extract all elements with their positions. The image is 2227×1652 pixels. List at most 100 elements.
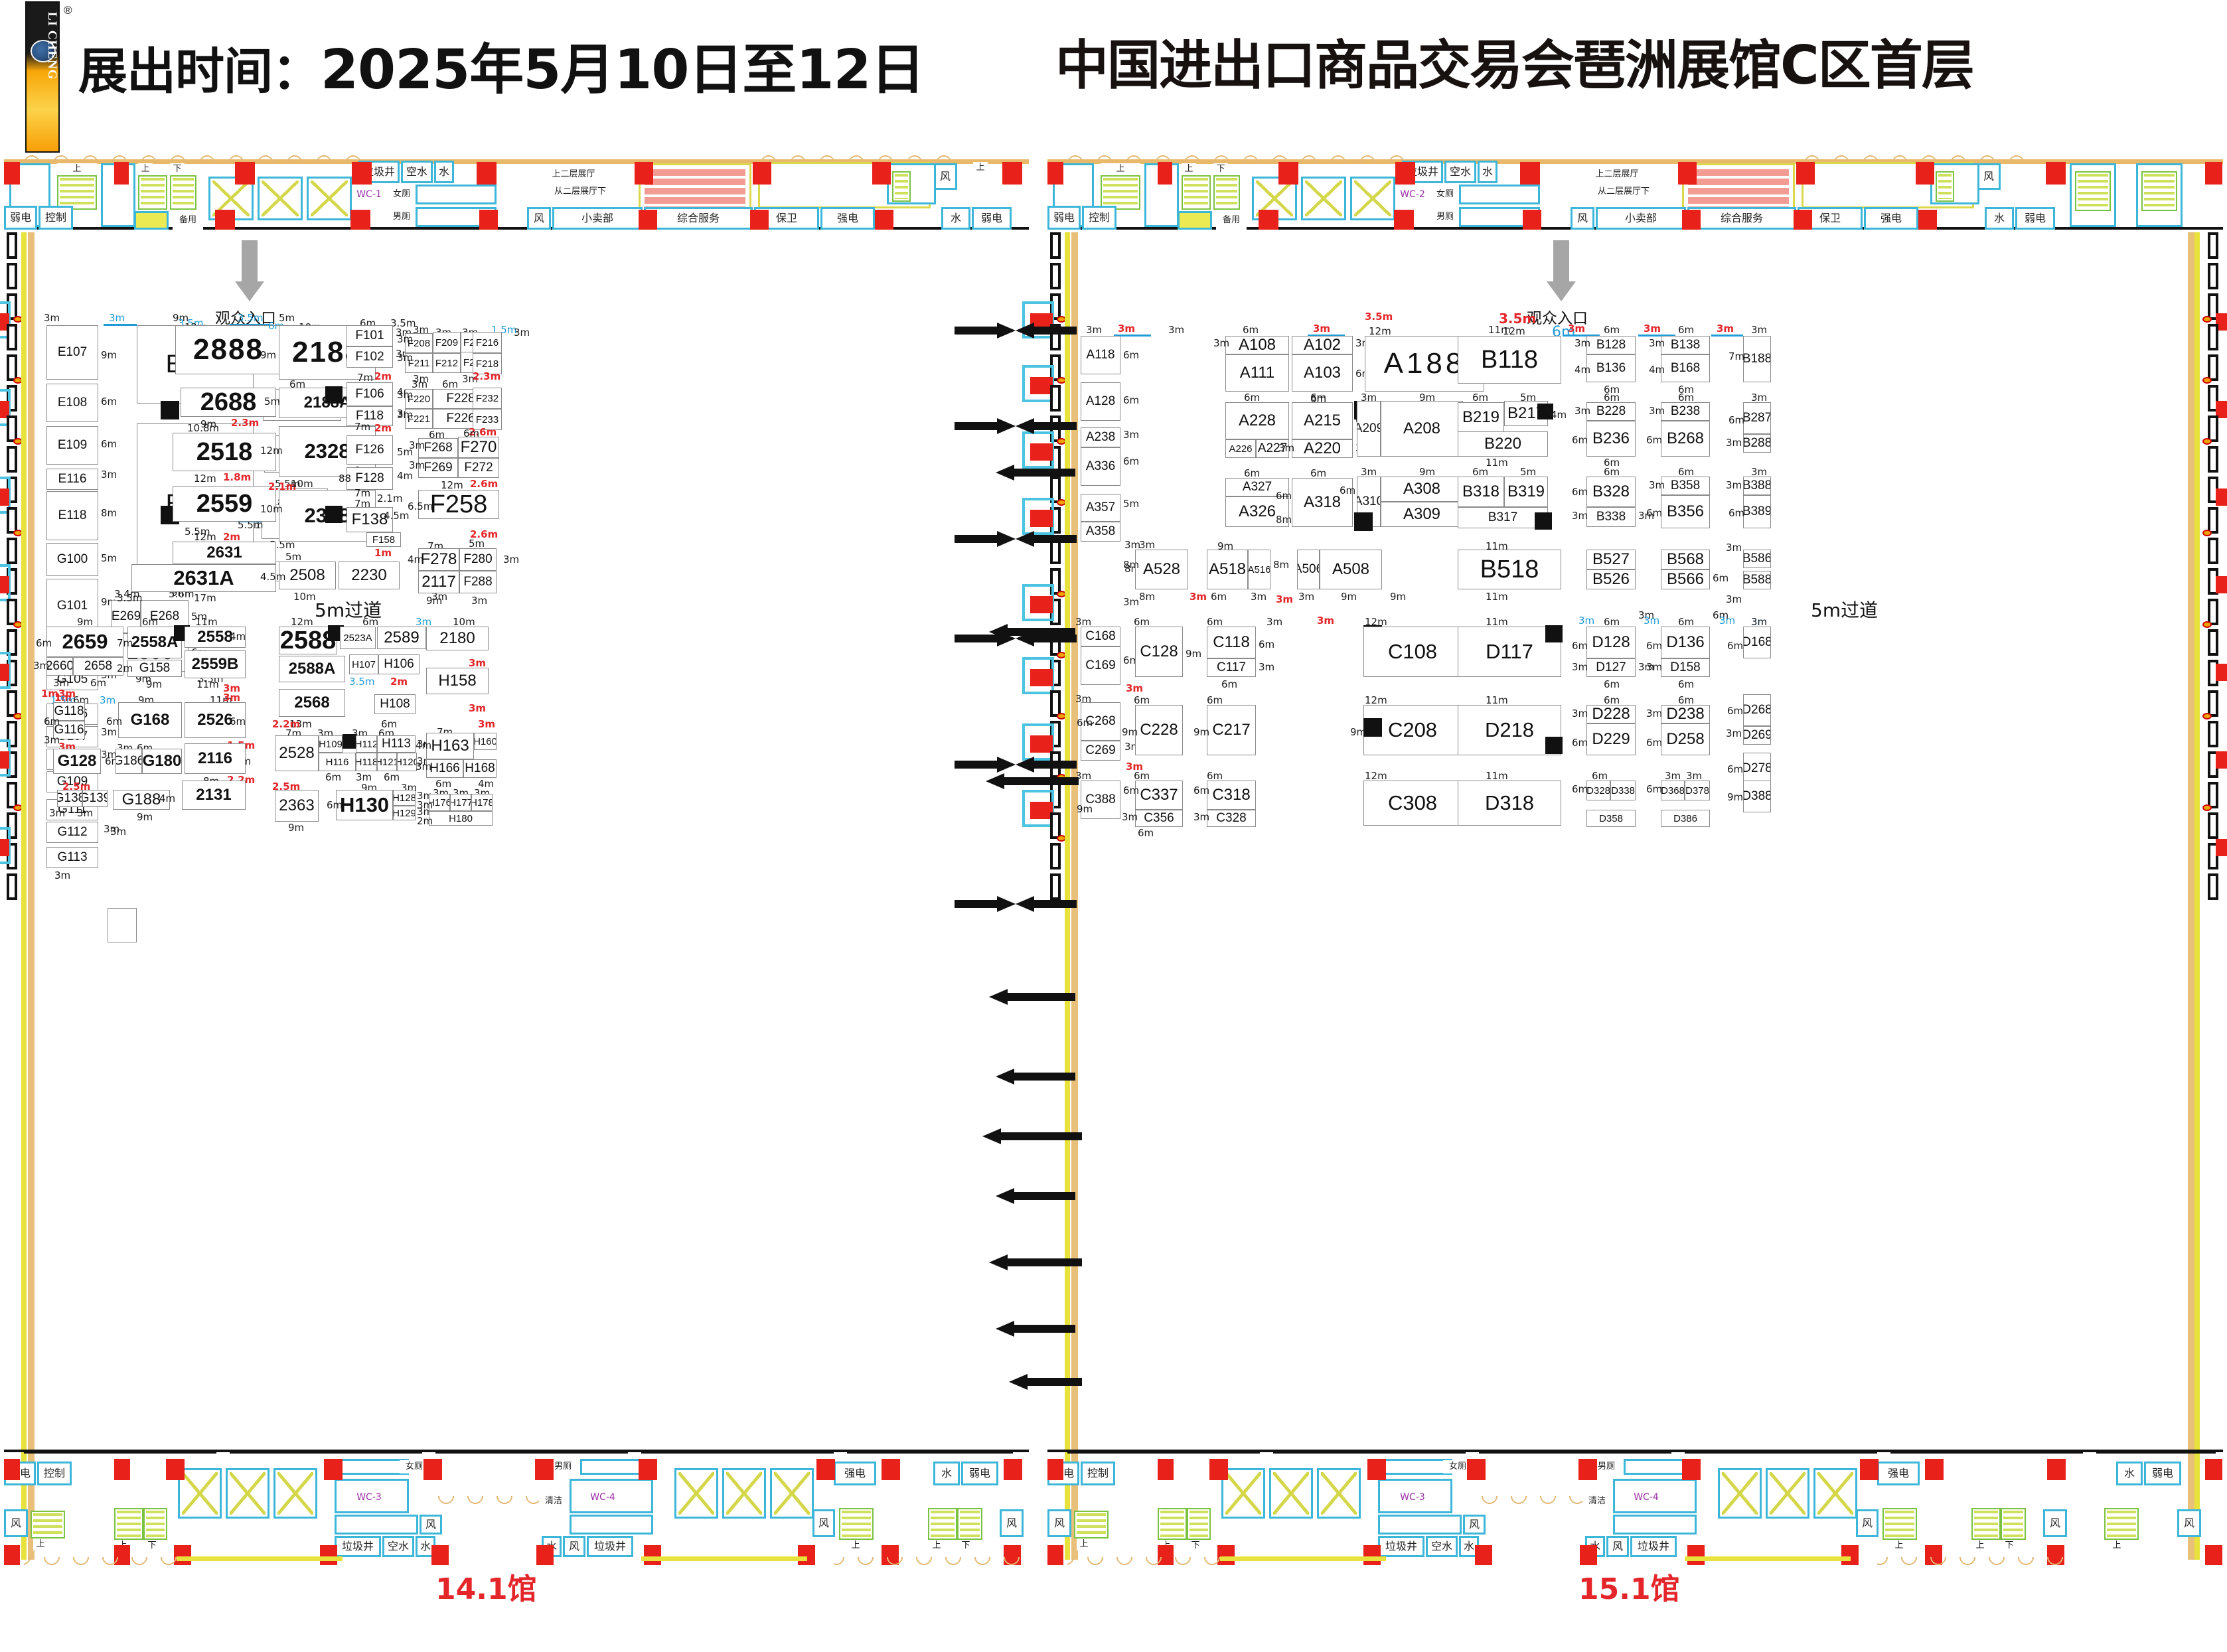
booth-F258[interactable]: F258 <box>418 490 499 519</box>
booth-B338[interactable]: B338 <box>1586 507 1636 527</box>
booth-H118[interactable]: H118 <box>356 753 377 771</box>
booth-A309[interactable]: A309 <box>1381 502 1463 527</box>
booth-F280[interactable]: F280 <box>459 548 497 571</box>
booth-B518[interactable]: B518 <box>1458 550 1561 589</box>
booth-H158[interactable]: H158 <box>426 668 489 694</box>
booth-H108[interactable]: H108 <box>374 694 416 714</box>
booth-B586[interactable]: B586 <box>1743 550 1771 568</box>
booth-D328[interactable]: D328 <box>1586 781 1610 800</box>
booth-F232[interactable]: F232 <box>473 388 502 409</box>
booth-2888[interactable]: 2888 <box>175 325 281 374</box>
booth-F268[interactable]: F268 <box>418 438 458 458</box>
booth-F126[interactable]: F126 <box>346 435 393 465</box>
booth-2116[interactable]: 2116 <box>185 743 246 774</box>
booth-A103[interactable]: A103 <box>1292 354 1353 392</box>
booth-2660[interactable]: 2660 <box>46 657 73 676</box>
booth-A327[interactable]: A327 <box>1225 478 1289 496</box>
booth-B568[interactable]: B568 <box>1661 550 1710 569</box>
booth-2131[interactable]: 2131 <box>182 781 246 810</box>
booth-G138[interactable]: G138 <box>57 790 82 807</box>
booth-H120[interactable]: H120 <box>397 753 417 771</box>
booth-2523A[interactable]: 2523A <box>340 627 376 649</box>
booth-F218[interactable]: F218 <box>473 353 502 374</box>
booth-B228[interactable]: B228 <box>1586 402 1636 421</box>
booth-B318[interactable]: B318 <box>1458 477 1504 507</box>
booth-A102[interactable]: A102 <box>1292 336 1353 354</box>
booth-B319[interactable]: B319 <box>1504 477 1548 507</box>
booth-C356[interactable]: C356 <box>1135 810 1183 827</box>
booth-B136[interactable]: B136 <box>1586 354 1636 382</box>
booth-F211[interactable]: F211 <box>405 353 433 373</box>
booth-B527[interactable]: B527 <box>1586 550 1636 569</box>
booth-H107[interactable]: H107 <box>349 654 378 674</box>
booth-2688[interactable]: 2688 <box>181 388 276 417</box>
booth-D127[interactable]: D127 <box>1586 658 1636 677</box>
booth-H166[interactable]: H166 <box>426 759 463 778</box>
booth-B588[interactable]: B588 <box>1743 571 1771 589</box>
booth-2559[interactable]: 2559 <box>173 486 276 522</box>
booth-2588A[interactable]: 2588A <box>279 656 345 682</box>
booth-G116[interactable]: G116 <box>53 721 85 739</box>
booth-D117[interactable]: D117 <box>1458 627 1561 677</box>
booth-2631A[interactable]: 2631A <box>131 564 276 592</box>
booth-A326[interactable]: A326 <box>1225 496 1289 527</box>
booth-B219[interactable]: B219 <box>1458 402 1504 433</box>
booth-2558[interactable]: 2558 <box>185 627 246 648</box>
booth-A358[interactable]: A358 <box>1081 522 1120 542</box>
booth-G168[interactable]: G168 <box>118 702 182 738</box>
booth-F269[interactable]: F269 <box>418 458 458 478</box>
booth-H121[interactable]: H121 <box>377 753 397 771</box>
booth-D338[interactable]: D338 <box>1610 781 1636 800</box>
booth-A528[interactable]: A528 <box>1135 550 1188 589</box>
booth-D158[interactable]: D158 <box>1661 658 1710 677</box>
booth-F118[interactable]: F118 <box>346 406 393 426</box>
booth-2559B[interactable]: 2559B <box>185 650 246 678</box>
booth-2658[interactable]: 2658 <box>73 657 123 676</box>
booth-C269[interactable]: C269 <box>1081 741 1120 761</box>
booth-H129[interactable]: H129 <box>393 806 416 820</box>
booth-2526[interactable]: 2526 <box>185 702 246 738</box>
booth-A238[interactable]: A238 <box>1081 427 1120 447</box>
booth-H180[interactable]: H180 <box>429 811 493 826</box>
booth-G113[interactable]: G113 <box>46 847 98 868</box>
booth-B287[interactable]: B287 <box>1743 402 1771 434</box>
booth-G180[interactable]: G180 <box>142 749 182 774</box>
booth-A220[interactable]: A220 <box>1292 439 1353 458</box>
booth-B238[interactable]: B238 <box>1661 402 1710 421</box>
booth-D386[interactable]: D386 <box>1661 810 1710 827</box>
booth-D278[interactable]: D278 <box>1743 753 1771 785</box>
booth-F128[interactable]: F128 <box>346 467 393 490</box>
booth-F208[interactable]: F208 <box>405 333 433 353</box>
booth-B268[interactable]: B268 <box>1661 421 1710 457</box>
booth-E109[interactable]: E109 <box>46 426 98 465</box>
booth-F102[interactable]: F102 <box>346 346 393 368</box>
booth-G112[interactable]: G112 <box>46 822 98 843</box>
booth-D368[interactable]: D368 <box>1661 781 1685 800</box>
booth-A518[interactable]: A518 <box>1207 550 1248 589</box>
booth-D358[interactable]: D358 <box>1586 810 1636 827</box>
booth-B388[interactable]: B388 <box>1743 477 1771 495</box>
booth-G158[interactable]: G158 <box>127 660 182 677</box>
booth-F220[interactable]: F220 <box>405 389 433 409</box>
booth-C328[interactable]: C328 <box>1207 810 1256 827</box>
booth-A516[interactable]: A516 <box>1248 550 1270 589</box>
booth-2631[interactable]: 2631 <box>173 542 276 564</box>
booth-A336[interactable]: A336 <box>1081 447 1120 486</box>
booth-D268[interactable]: D268 <box>1743 694 1771 726</box>
booth-A215[interactable]: A215 <box>1292 402 1353 439</box>
booth-B358[interactable]: B358 <box>1661 477 1710 495</box>
booth-A506[interactable]: A506 <box>1297 550 1320 589</box>
booth-A111[interactable]: A111 <box>1225 354 1289 392</box>
booth-D218[interactable]: D218 <box>1458 705 1561 755</box>
booth-A308[interactable]: A308 <box>1381 477 1463 502</box>
booth-2230[interactable]: 2230 <box>339 562 400 589</box>
booth-B220[interactable]: B220 <box>1458 431 1548 457</box>
booth-G139[interactable]: G139 <box>82 790 108 807</box>
booth-C228[interactable]: C228 <box>1135 705 1183 755</box>
booth-F278[interactable]: F278 <box>418 548 459 571</box>
booth-C128[interactable]: C128 <box>1135 627 1183 677</box>
booth-C318[interactable]: C318 <box>1207 781 1256 810</box>
booth-2363[interactable]: 2363 <box>275 790 319 822</box>
booth-2508[interactable]: 2508 <box>279 562 336 589</box>
booth-2528[interactable]: 2528 <box>275 735 319 771</box>
